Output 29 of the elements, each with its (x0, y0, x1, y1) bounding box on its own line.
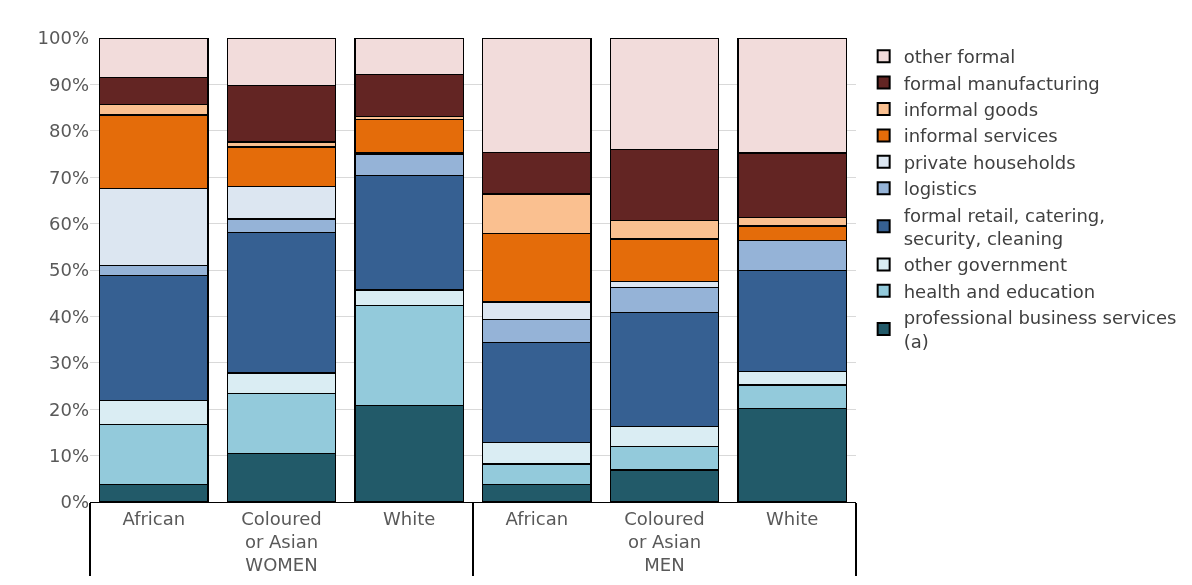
y-tick-label: 0% (60, 491, 89, 513)
legend-label: other formal (903, 46, 1016, 68)
legend-label: informal services (903, 125, 1058, 147)
x-tick-label: White (766, 507, 819, 529)
y-tick-label: 30% (48, 352, 89, 374)
x-tick-label: African (505, 507, 569, 529)
text: WOMEN (245, 554, 318, 575)
legend-label: other government (903, 254, 1068, 276)
legend-label: health and education (903, 280, 1096, 302)
x-tick-label: Coloured or Asian (241, 507, 322, 552)
y-tick-label: 40% (48, 305, 89, 327)
y-tick-label: 60% (48, 212, 89, 234)
y-tick-label: 80% (48, 120, 89, 142)
text: MEN (644, 554, 685, 575)
x-tick-label: Coloured or Asian (624, 507, 705, 552)
y-tick-label: 100% (37, 27, 89, 49)
bar (354, 119, 465, 154)
legend-label: informal goods (903, 99, 1039, 121)
legend-label: formal manufacturing (903, 72, 1100, 94)
y-tick-label: 70% (48, 166, 89, 188)
x-tick-label: White (383, 507, 436, 529)
y-tick-label: 90% (48, 73, 89, 95)
x-tick-label: African (122, 507, 186, 529)
y-tick-label: 10% (48, 444, 89, 466)
legend-label: logistics (903, 178, 977, 200)
y-tick-label: 50% (48, 259, 89, 281)
y-tick-label: 20% (48, 398, 89, 420)
legend-label: private households (903, 151, 1076, 173)
legend-label: professional business services (a) (903, 307, 1177, 352)
